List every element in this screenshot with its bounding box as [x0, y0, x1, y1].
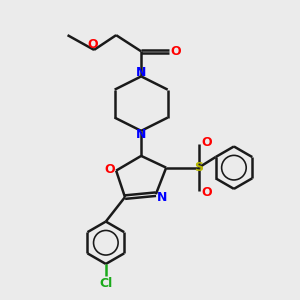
Text: O: O — [202, 136, 212, 149]
Text: N: N — [136, 128, 146, 141]
Text: S: S — [194, 161, 203, 174]
Text: O: O — [104, 163, 115, 176]
Text: O: O — [87, 38, 98, 50]
Text: N: N — [136, 66, 146, 80]
Text: O: O — [202, 186, 212, 199]
Text: Cl: Cl — [99, 277, 112, 290]
Text: O: O — [170, 45, 181, 58]
Text: N: N — [157, 191, 168, 204]
